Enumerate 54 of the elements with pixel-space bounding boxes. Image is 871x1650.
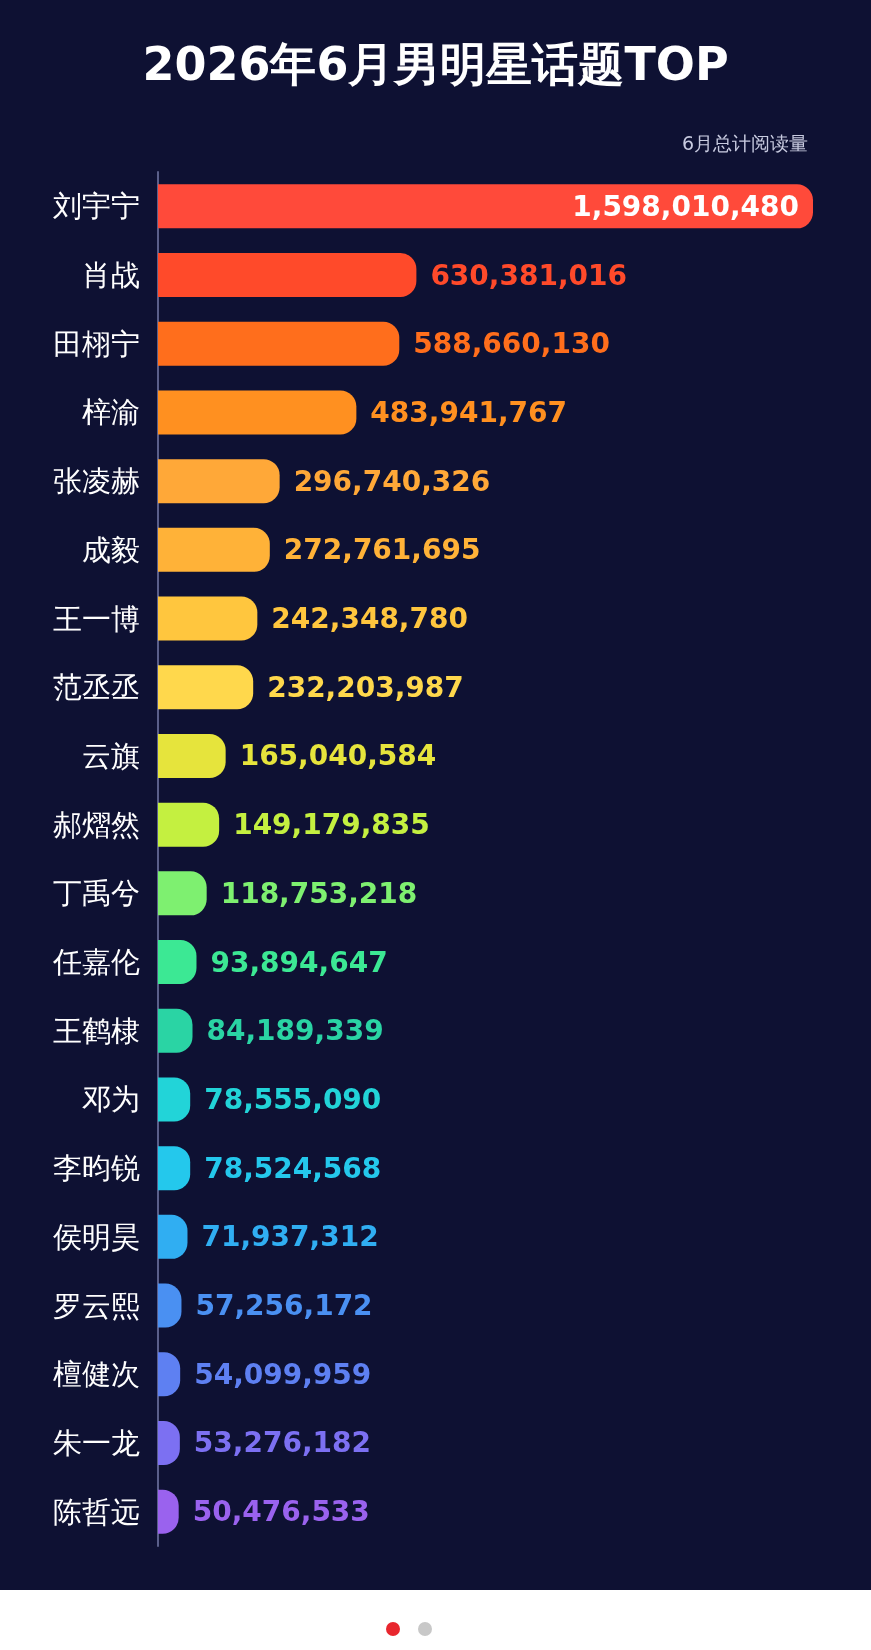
y-tick-label: 肖战 bbox=[82, 258, 140, 293]
data-label: 57,256,172 bbox=[195, 1289, 373, 1323]
bar bbox=[158, 733, 226, 778]
y-tick-label: 成毅 bbox=[82, 532, 140, 567]
data-label: 78,524,568 bbox=[204, 1151, 382, 1185]
bar bbox=[158, 527, 270, 572]
data-label: 1,598,010,480 bbox=[572, 189, 799, 223]
y-tick-label: 王一博 bbox=[53, 601, 140, 636]
y-tick-label: 丁禹兮 bbox=[53, 876, 140, 911]
data-label: 84,189,339 bbox=[206, 1014, 384, 1048]
y-tick-label: 陈哲远 bbox=[53, 1494, 140, 1529]
y-tick-label: 任嘉伦 bbox=[52, 945, 140, 980]
data-label: 630,381,016 bbox=[430, 258, 628, 292]
data-label: 93,894,647 bbox=[210, 945, 388, 979]
bar bbox=[158, 253, 417, 298]
bar bbox=[158, 321, 400, 366]
data-label: 483,941,767 bbox=[370, 395, 567, 429]
data-label: 296,740,326 bbox=[293, 464, 491, 498]
y-tick-label: 檀健次 bbox=[53, 1357, 140, 1392]
data-label: 232,203,987 bbox=[267, 670, 464, 704]
data-label: 53,276,182 bbox=[193, 1426, 371, 1460]
y-tick-label: 郝熠然 bbox=[53, 807, 140, 842]
data-label: 50,476,533 bbox=[192, 1495, 370, 1529]
data-label: 78,555,090 bbox=[204, 1082, 382, 1116]
data-label: 71,937,312 bbox=[201, 1220, 379, 1254]
chart-subtitle: 6月总计阅读量 bbox=[681, 131, 809, 154]
y-tick-label: 邓为 bbox=[82, 1082, 140, 1117]
data-label: 588,660,130 bbox=[413, 327, 610, 361]
y-tick-label: 田栩宁 bbox=[53, 326, 140, 361]
y-tick-label: 侯明昊 bbox=[53, 1219, 140, 1254]
y-tick-label: 云旗 bbox=[82, 738, 140, 773]
bar bbox=[158, 390, 357, 435]
y-tick-label: 王鹤棣 bbox=[53, 1013, 140, 1048]
bar bbox=[158, 802, 220, 847]
y-tick-label: 张凌赫 bbox=[53, 464, 140, 499]
y-tick-label: 朱一龙 bbox=[53, 1425, 140, 1460]
bar bbox=[158, 665, 254, 710]
bar bbox=[158, 596, 258, 641]
data-label: 149,179,835 bbox=[233, 808, 430, 842]
y-tick-label: 范丞丞 bbox=[53, 670, 140, 705]
data-label: 118,753,218 bbox=[220, 876, 418, 910]
bar bbox=[158, 184, 813, 229]
y-tick-label: 罗云熙 bbox=[53, 1288, 140, 1323]
data-label: 165,040,584 bbox=[239, 739, 437, 773]
y-tick-label: 刘宇宁 bbox=[53, 189, 140, 224]
data-label: 242,348,780 bbox=[271, 602, 468, 636]
bar bbox=[158, 459, 280, 504]
chart-title: 2026年6月男明星话题TOP bbox=[142, 37, 729, 91]
bar bbox=[158, 871, 207, 916]
data-label: 272,761,695 bbox=[283, 533, 481, 567]
data-label: 54,099,959 bbox=[194, 1357, 372, 1391]
y-tick-label: 梓渝 bbox=[82, 395, 140, 430]
y-tick-label: 李昀锐 bbox=[53, 1151, 140, 1186]
bar bbox=[158, 940, 197, 985]
